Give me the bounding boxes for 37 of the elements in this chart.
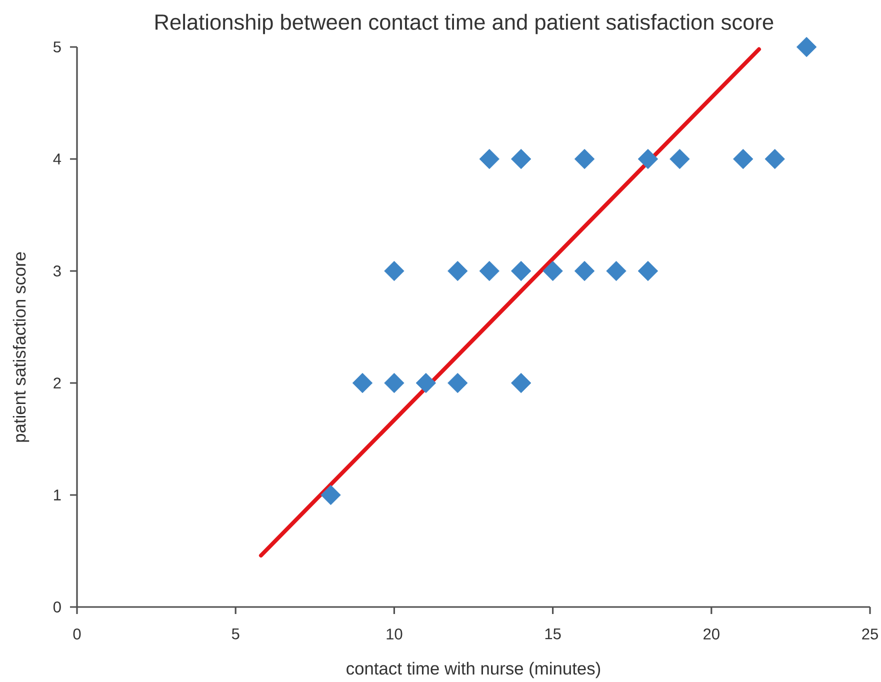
point <box>479 148 500 170</box>
x-tick-label: 25 <box>862 628 878 640</box>
point <box>479 260 500 282</box>
y-tick-label: 3 <box>53 266 61 276</box>
point <box>384 372 404 394</box>
point <box>764 148 785 170</box>
point <box>320 484 341 506</box>
point <box>542 260 563 282</box>
point <box>510 148 532 170</box>
y-tick-label: 4 <box>53 154 62 164</box>
point <box>352 372 373 394</box>
point <box>574 148 595 170</box>
point <box>733 148 754 170</box>
point <box>796 36 817 58</box>
y-tick-label: 1 <box>54 490 61 500</box>
chart-title: Relationship between contact time and patient satisfaction score <box>156 14 774 34</box>
point <box>638 260 658 282</box>
point <box>670 148 690 170</box>
point <box>384 260 404 282</box>
point <box>574 260 595 282</box>
x-tick-label: 5 <box>232 628 240 640</box>
point <box>606 260 626 282</box>
y-tick-label: 0 <box>53 602 61 612</box>
point <box>448 260 468 282</box>
x-tick-label: 10 <box>386 628 402 640</box>
x-tick-label: 15 <box>545 628 561 640</box>
point <box>448 372 468 394</box>
point <box>510 260 532 282</box>
point <box>638 148 658 170</box>
y-tick-label: 5 <box>53 42 61 52</box>
y-tick-label: 2 <box>54 378 61 388</box>
x-tick-label: 20 <box>704 628 720 640</box>
x-tick-label: 0 <box>73 628 81 640</box>
x-axis-title: contact time with nurse (minutes) <box>346 662 600 678</box>
point <box>510 372 532 394</box>
y-axis-title: patient satisfaction score <box>12 252 30 442</box>
point <box>416 372 436 394</box>
